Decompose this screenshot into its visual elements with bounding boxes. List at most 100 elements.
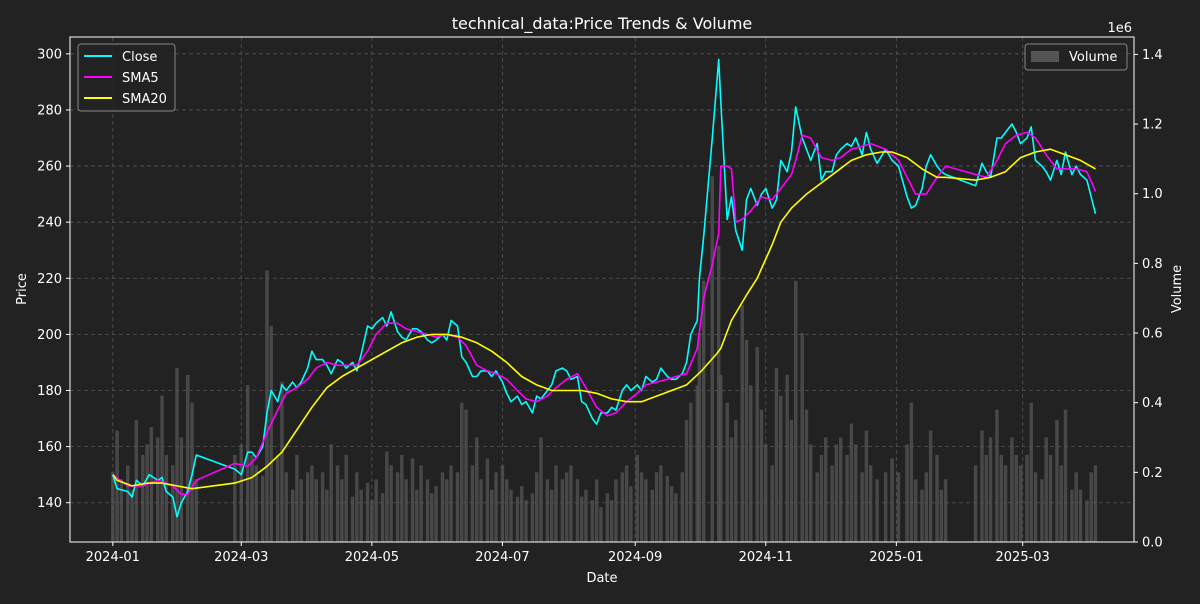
volume-bar	[509, 489, 513, 542]
volume-bar	[111, 472, 115, 542]
volume-bar	[449, 465, 453, 542]
volume-bar	[824, 437, 828, 542]
volume-bar	[460, 402, 464, 542]
volume-bar	[534, 472, 539, 542]
volume-bar	[697, 333, 702, 542]
volume-bar	[275, 454, 280, 542]
volume-bar	[119, 479, 124, 542]
volume-bar	[440, 472, 445, 542]
volume-bar	[845, 454, 849, 542]
price-lines	[112, 58, 1097, 518]
volume-bar	[329, 444, 333, 542]
volume-bar	[365, 482, 370, 542]
volume-bar	[1055, 420, 1059, 542]
volume-bar	[250, 454, 254, 542]
y2-tick-label: 1.2	[1142, 118, 1163, 133]
volume-bar	[500, 465, 505, 542]
volume-bar	[809, 444, 813, 542]
volume-bar	[988, 437, 993, 542]
volume-bar	[126, 465, 130, 542]
legend-price-box	[77, 43, 176, 112]
volume-bar	[695, 385, 699, 542]
volume-bar	[924, 472, 929, 542]
volume-bar	[160, 395, 164, 542]
series-line-sma20	[112, 148, 1096, 490]
volume-bar	[734, 420, 738, 542]
volume-bar	[400, 454, 404, 542]
x-tick-label: 2024-05	[345, 550, 399, 565]
volume-bar	[779, 395, 783, 542]
volume-bar	[669, 486, 674, 542]
x-tick-label: 2024-01	[86, 550, 140, 565]
y-tick-label: 200	[37, 328, 62, 343]
volume-bar	[415, 489, 419, 542]
series-line-close	[112, 58, 1097, 518]
volume-bar	[520, 486, 524, 542]
y-axis-label: Price	[15, 273, 30, 305]
volume-bar	[804, 409, 809, 542]
x-axis-label: Date	[586, 571, 617, 586]
y2-tick-label: 0.4	[1142, 396, 1163, 411]
volume-bar	[554, 465, 558, 542]
volume-bar	[340, 479, 344, 542]
volume-bar	[674, 493, 678, 542]
volume-bar	[325, 489, 329, 542]
plot-frame	[69, 36, 1135, 543]
volume-bar	[755, 346, 759, 542]
volume-bar	[875, 479, 879, 542]
volume-bar	[973, 465, 978, 542]
volume-bar	[280, 381, 284, 542]
volume-bar	[305, 472, 310, 542]
volume-bar	[819, 454, 824, 542]
volume-bar	[1014, 454, 1018, 542]
volume-bar	[620, 472, 625, 542]
volume-bar	[260, 475, 265, 542]
volume-bar	[1074, 472, 1078, 542]
volume-bar	[785, 374, 789, 542]
volume-bar	[524, 500, 528, 542]
volume-bar	[549, 489, 554, 542]
volume-bar	[913, 479, 918, 542]
volume-bar	[853, 444, 858, 542]
y2-tick-label: 0.0	[1142, 536, 1163, 551]
volume-bar	[1063, 409, 1068, 542]
volume-bar	[789, 420, 794, 542]
volume-bar	[834, 444, 839, 542]
volume-bar	[609, 500, 614, 542]
volume-bar	[909, 402, 914, 542]
volume-bar	[239, 444, 243, 542]
y2-tick-label: 1.0	[1142, 187, 1163, 202]
volume-bar	[800, 333, 804, 542]
y-tick-label: 140	[37, 496, 62, 511]
volume-bar	[265, 270, 269, 542]
volume-bar	[774, 367, 779, 542]
volume-bar	[890, 458, 894, 542]
x-tick-label: 2024-07	[475, 550, 529, 565]
y-tick-label: 240	[37, 216, 62, 231]
volume-bar	[680, 472, 684, 542]
volume-bar	[1029, 402, 1033, 542]
volume-bar	[1048, 454, 1053, 542]
y2-axis-label: Volume	[1170, 265, 1185, 313]
volume-bar	[579, 496, 584, 542]
volume-bar	[764, 444, 768, 542]
y2-tick-label: 1.4	[1142, 48, 1163, 63]
volume-bar	[299, 479, 303, 542]
y-tick-label: 180	[37, 384, 62, 399]
volume-bar	[740, 305, 744, 542]
volume-bar	[145, 444, 149, 542]
volume-bar	[1044, 437, 1048, 542]
legend-volume-label: Volume	[1069, 50, 1117, 65]
legend-price: Close SMA5 SMA20	[77, 43, 176, 112]
volume-bar	[149, 427, 154, 542]
volume-bar	[920, 489, 924, 542]
volume-bar	[584, 489, 588, 542]
volume-bar	[770, 465, 774, 542]
x-tick-label: 2024-11	[739, 550, 793, 565]
volume-bar	[639, 472, 644, 542]
volume-bar	[935, 454, 939, 542]
volume-bar	[179, 437, 184, 542]
volume-bar	[539, 437, 543, 542]
volume-bar	[284, 472, 288, 542]
